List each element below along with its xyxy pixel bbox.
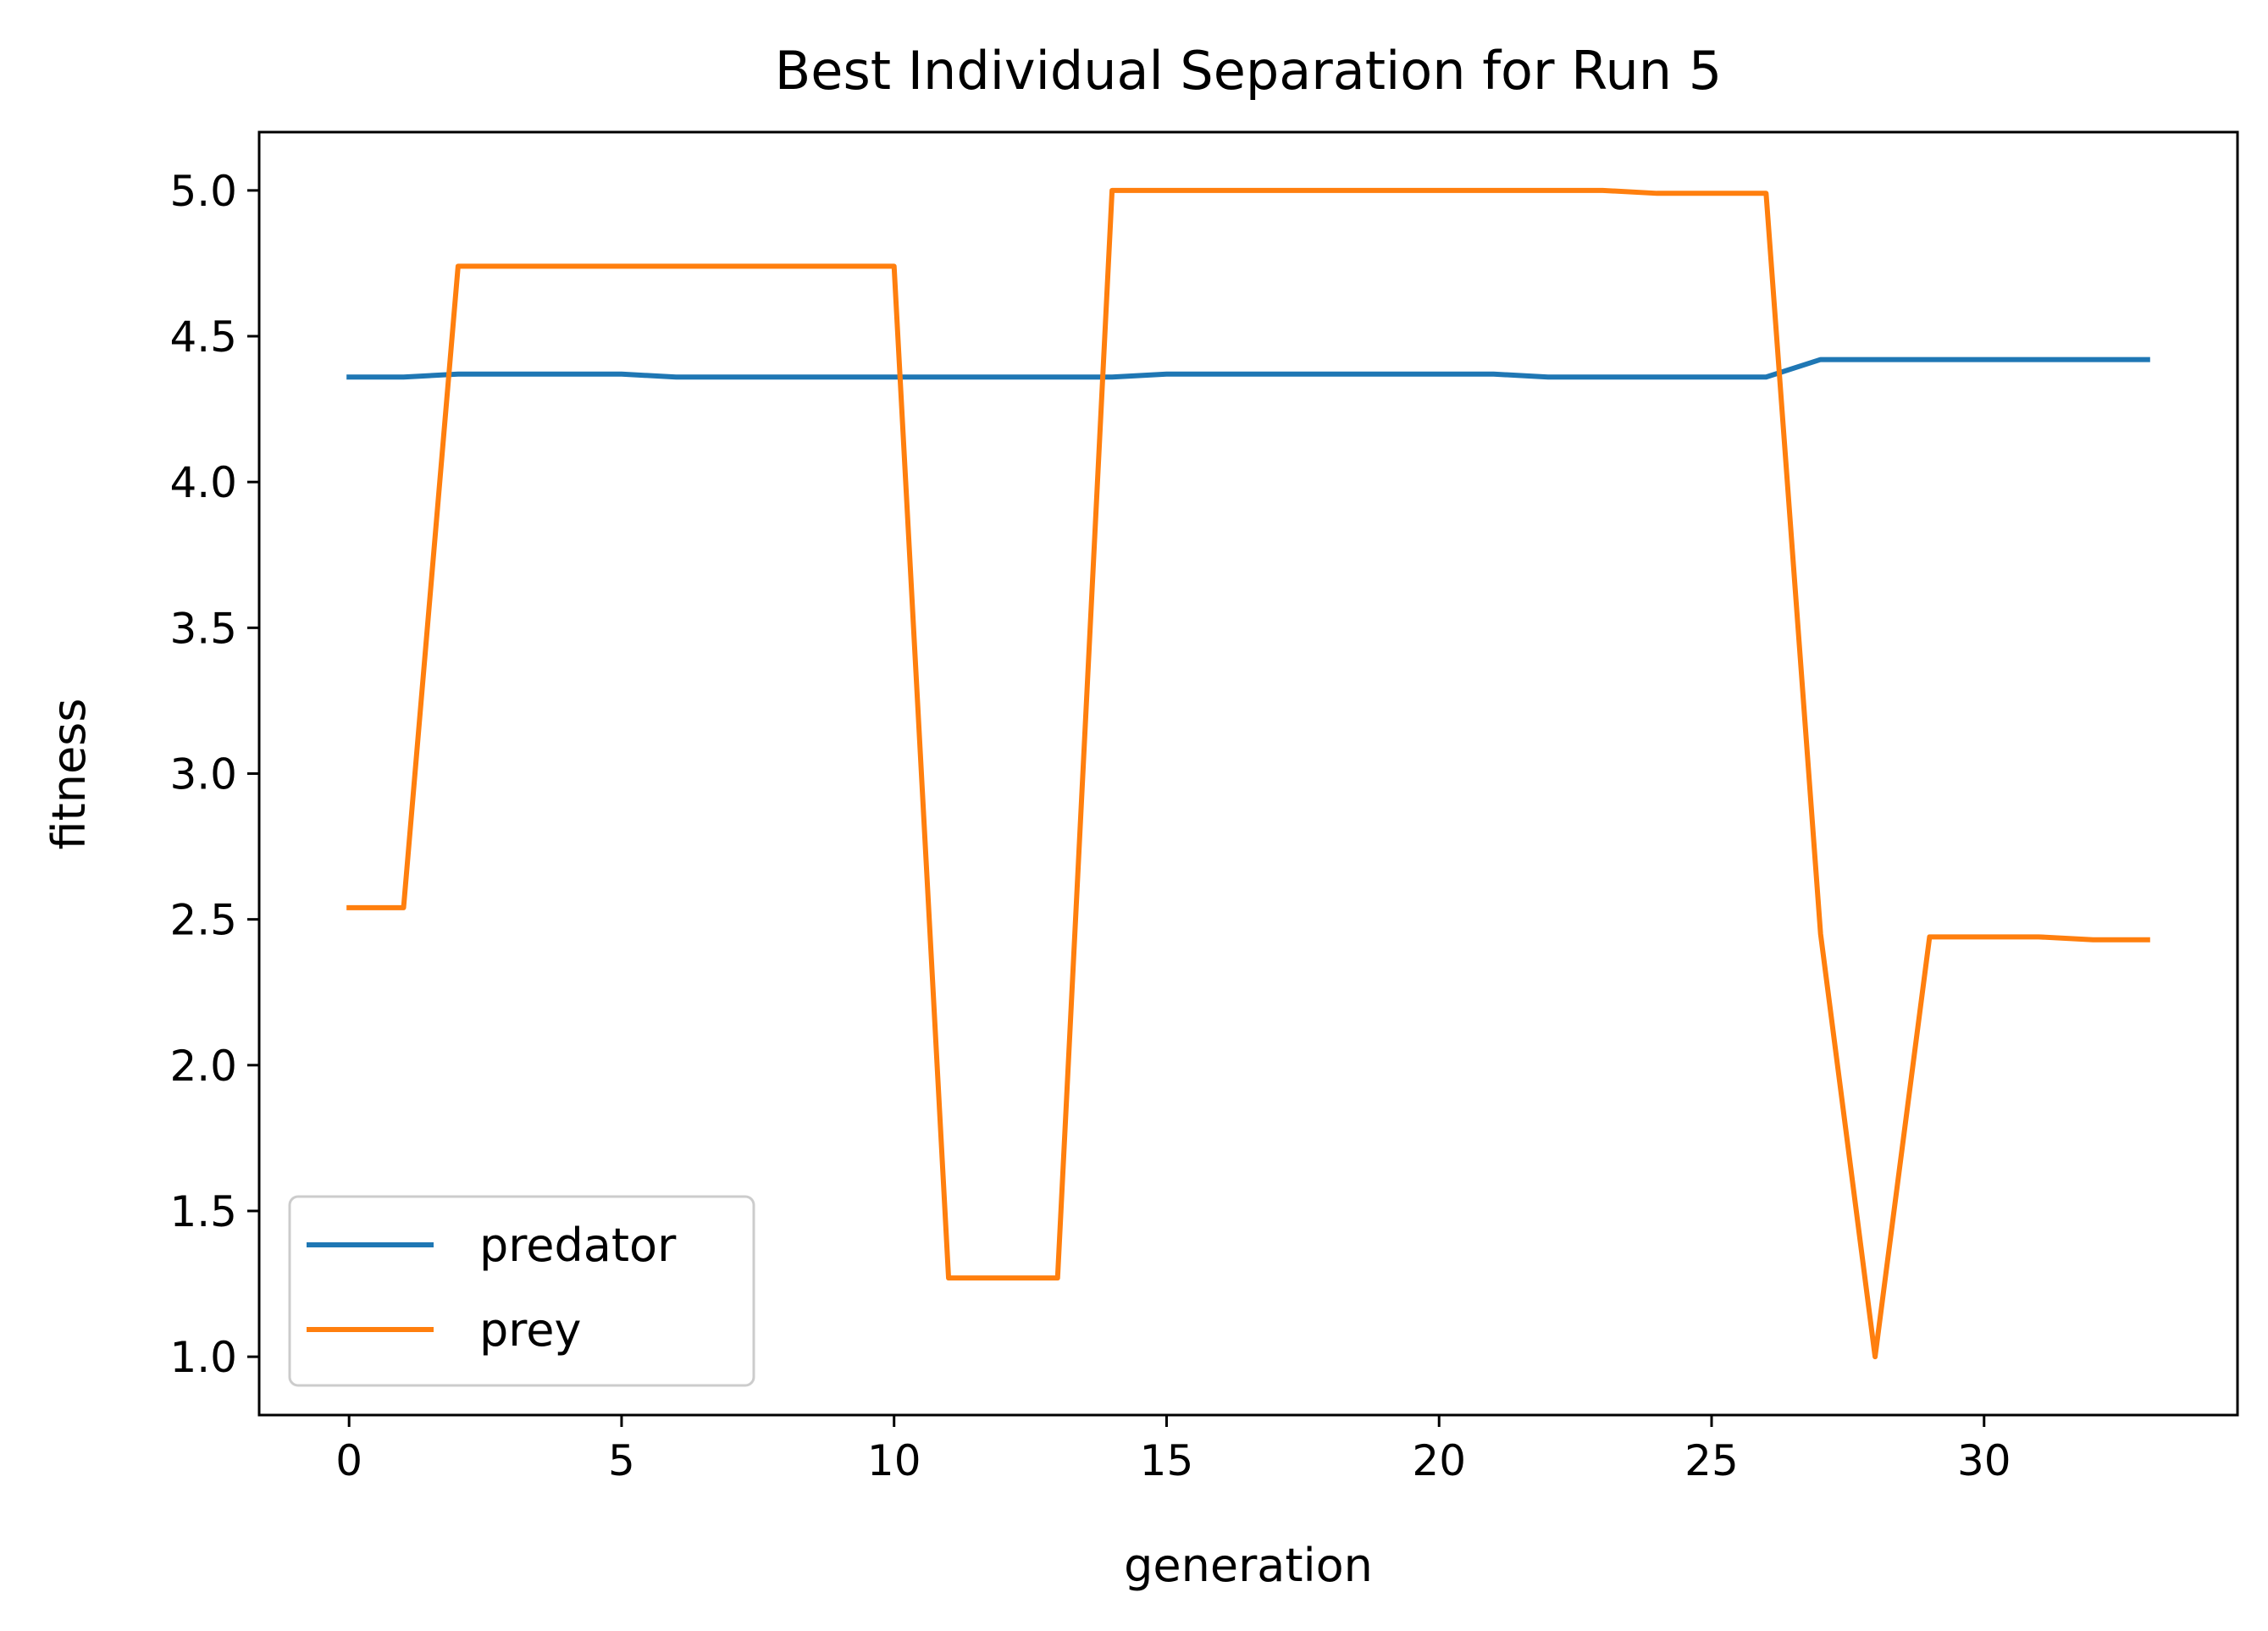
x-axis-ticks: 0 5 10 15 20 25 30 (335, 1415, 2011, 1485)
y-axis-label: fitness (42, 699, 96, 850)
series-line-predator (346, 357, 2150, 380)
x-axis-label: generation (1124, 1539, 1373, 1592)
legend-label-prey: prey (479, 1303, 581, 1357)
x-tick-label-25: 25 (1684, 1436, 1739, 1485)
x-tick-label-5: 5 (608, 1436, 635, 1485)
y-tick-label-5: 5.0 (169, 167, 237, 216)
plot-lines (346, 187, 2150, 1360)
y-tick-label-4-5: 4.5 (169, 312, 237, 362)
legend: predator prey (288, 1195, 755, 1387)
y-axis-ticks: 1.0 1.5 2.0 2.5 3.0 3.5 4.0 4.5 5.0 (169, 167, 259, 1382)
chart-title: Best Individual Separation for Run 5 (775, 40, 1722, 102)
y-tick-label-2: 2.0 (169, 1042, 237, 1091)
x-tick-label-20: 20 (1412, 1436, 1466, 1485)
x-tick-label-30: 30 (1957, 1436, 2011, 1485)
y-tick-label-2-5: 2.5 (169, 896, 237, 945)
y-tick-label-1-5: 1.5 (169, 1187, 237, 1236)
series-line-prey (346, 187, 2150, 1360)
y-tick-label-4: 4.0 (169, 458, 237, 507)
legend-label-predator: predator (479, 1219, 677, 1272)
y-tick-label-1: 1.0 (169, 1333, 237, 1382)
x-tick-label-0: 0 (335, 1436, 362, 1485)
x-tick-label-10: 10 (867, 1436, 921, 1485)
x-tick-label-15: 15 (1140, 1436, 1194, 1485)
y-tick-label-3-5: 3.5 (169, 604, 237, 653)
y-tick-label-3: 3.0 (169, 750, 237, 799)
